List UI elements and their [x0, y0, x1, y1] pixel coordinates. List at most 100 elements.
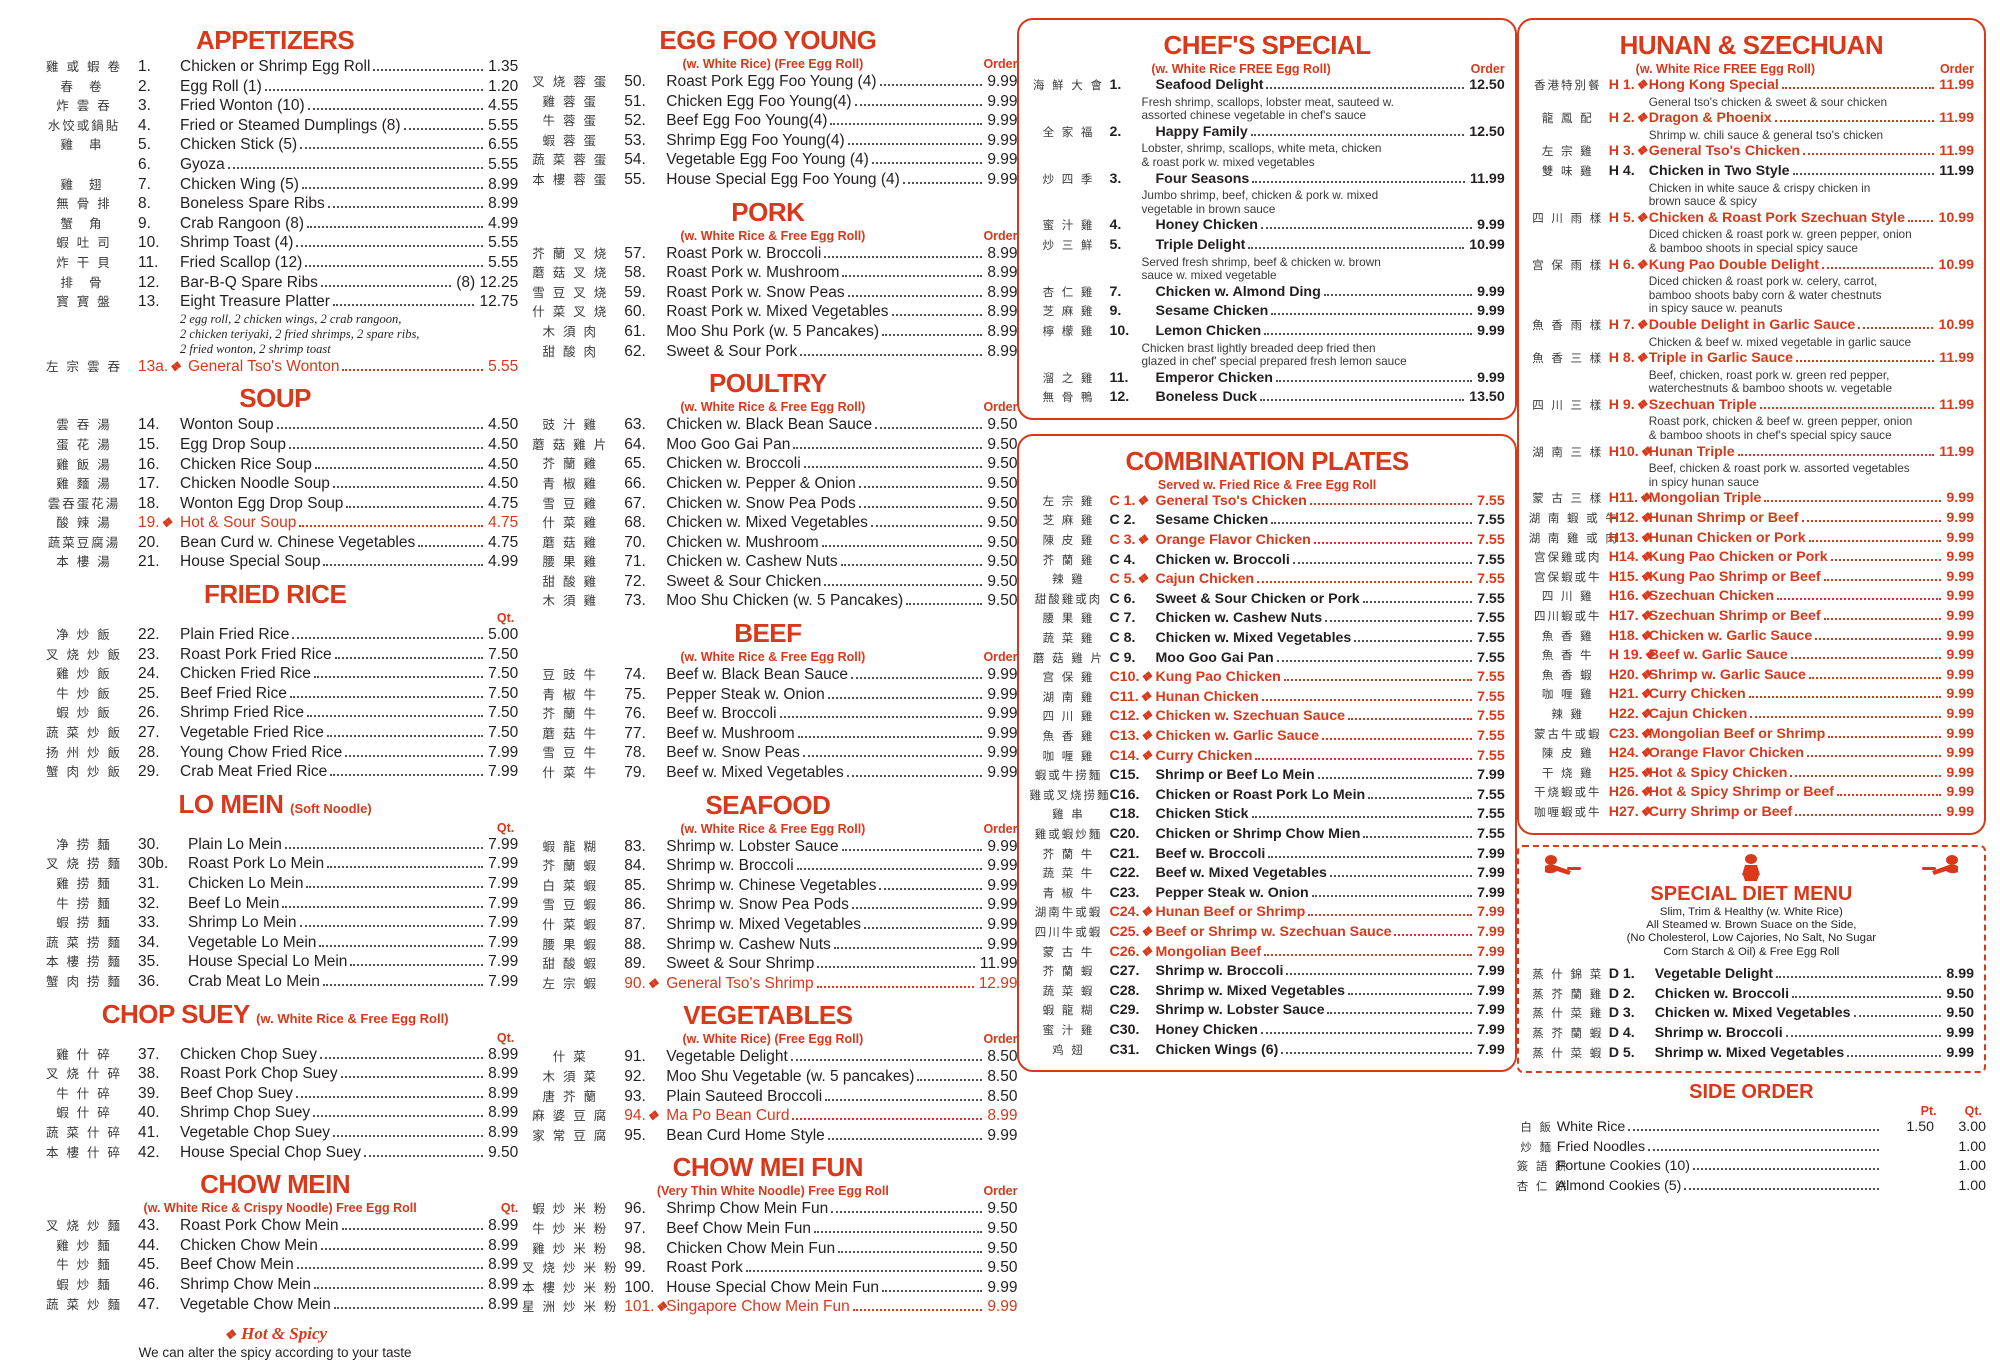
side-order-row[interactable]: 炒 麵 Fried Noodles 1.00: [1517, 1138, 1986, 1158]
menu-item-row[interactable]: 芥 蘭 雞 C 4. Chicken w. Broccoli 7.55: [1029, 551, 1505, 571]
menu-item-row[interactable]: 炸 雲 吞 3. Fried Wonton (10) 4.55: [32, 96, 518, 116]
menu-item-row[interactable]: 芥 蘭 牛 76. Beef w. Broccoli 9.99: [518, 704, 1018, 724]
menu-item-row[interactable]: 什 菜 牛 79. Beef w. Mixed Vegetables 9.99: [518, 763, 1018, 783]
menu-item-row[interactable]: 宫 保 雨 樣 H 6.❖ Kung Pao Double Delight 10.99: [1529, 256, 1974, 276]
menu-item-row[interactable]: 蘑 菇 雞 片 64. Moo Goo Gai Pan 9.50: [518, 435, 1017, 455]
menu-item-row[interactable]: 雞 飯 湯 16. Chicken Rice Soup 4.50: [32, 455, 518, 475]
menu-item-row[interactable]: 什 菜 叉 烧 60. Roast Pork w. Mixed Vegetables…: [518, 302, 1017, 322]
menu-item-row[interactable]: 雞 串 5. Chicken Stick (5) 6.55: [32, 135, 519, 155]
menu-item-row[interactable]: 家 常 豆 腐 95. Bean Curd Home Style 9.99: [518, 1126, 1017, 1146]
menu-item-row[interactable]: 本 樓 什 碎 42. House Special Chop Suey 9.50: [32, 1143, 518, 1163]
menu-item-row[interactable]: 咖喱蝦或牛 H27.❖ Curry Shrimp or Beef 9.99: [1529, 803, 1974, 823]
menu-item-row[interactable]: 蟹 角 9. Crab Rangoon (8) 4.99: [32, 214, 519, 234]
menu-item-row[interactable]: 無 骨 排 8. Boneless Spare Ribs 8.99: [32, 194, 518, 214]
menu-item-row[interactable]: 豉 汁 雞 63. Chicken w. Black Bean Sauce 9.50: [518, 415, 1018, 435]
menu-item-row[interactable]: 甜 酸 肉 62. Sweet & Sour Pork 8.99: [518, 342, 1018, 362]
menu-item-row[interactable]: 蟹 肉 炒 飯 29. Crab Meat Fried Rice 7.99: [32, 762, 518, 782]
menu-item-row[interactable]: 蘑 菇 雞 70. Chicken w. Mushroom 9.50: [518, 533, 1018, 553]
menu-item-row[interactable]: 魚 香 蝦 H20.❖ Shrimp w. Garlic Sauce 9.99: [1529, 666, 1974, 686]
menu-item-row[interactable]: 扬 州 炒 飯 28. Young Chow Fried Rice 7.99: [32, 743, 518, 763]
menu-item-row[interactable]: 無 骨 鴨 12. Boneless Duck 13.50: [1029, 388, 1505, 408]
side-order-row[interactable]: 杏 仁 餅 Almond Cookies (5) 1.00: [1517, 1177, 1986, 1197]
menu-item-row[interactable]: 咖 喱 雞 C14.❖ Curry Chicken 7.55: [1029, 747, 1505, 767]
menu-item-row[interactable]: 白 菜 蝦 85. Shrimp w. Chinese Vegetables 9.99: [518, 876, 1018, 896]
menu-item-row[interactable]: 四川蝦或牛 H17.❖ Szechuan Shrimp or Beef 9.99: [1529, 607, 1974, 627]
menu-item-row[interactable]: 什 菜 蝦 87. Shrimp w. Mixed Vegetables 9.99: [518, 915, 1018, 935]
menu-item-row[interactable]: 麻 婆 豆 腐 94.❖ Ma Po Bean Curd 8.99: [518, 1106, 1017, 1126]
menu-item-row[interactable]: 蘑 菇 牛 77. Beef w. Mushroom 9.99: [518, 724, 1018, 744]
menu-item-row[interactable]: 蜜 汁 雞 C30. Honey Chicken 7.99: [1029, 1021, 1505, 1041]
menu-item-row[interactable]: 本 樓 捞 麵 35. House Special Lo Mein 7.99: [32, 952, 518, 972]
menu-item-row[interactable]: 寳 寳 盤 13. Eight Treasure Platter 12.75: [32, 292, 518, 312]
menu-item-row[interactable]: 叉 烧 炒 米 粉 99. Roast Pork 9.50: [518, 1258, 1017, 1278]
menu-item-row[interactable]: 雞 翅 7. Chicken Wing (5) 8.99: [32, 175, 519, 195]
menu-item-row[interactable]: 豆 豉 牛 74. Beef w. Black Bean Sauce 9.99: [518, 665, 1018, 685]
menu-item-row[interactable]: 湖 南 三 樣 H10.❖ Hunan Triple 11.99: [1529, 443, 1974, 463]
menu-item-row[interactable]: 水饺或鍋貼 4. Fried or Steamed Dumplings (8) 5.5…: [32, 116, 519, 136]
menu-item-row[interactable]: 炒 三 鮮 5. Triple Delight 10.99: [1029, 236, 1505, 256]
menu-item-row[interactable]: 杏 仁 雞 7. Chicken w. Almond Ding 9.99: [1029, 283, 1505, 303]
menu-item-row[interactable]: 檸 檬 雞 10. Lemon Chicken 9.99: [1029, 322, 1505, 342]
menu-item-row[interactable]: 芥 蘭 叉 烧 57. Roast Pork w. Broccoli 8.99: [518, 244, 1017, 264]
menu-item-row[interactable]: 湖 南 雞 或 肉 H13.❖ Hunan Chicken or Pork 9.99: [1529, 529, 1974, 549]
menu-item-row[interactable]: 雞 蓉 蛋 51. Chicken Egg Foo Young(4) 9.99: [518, 92, 1018, 112]
menu-item-row[interactable]: 宫保雞或肉 H14.❖ Kung Pao Chicken or Pork 9.99: [1529, 548, 1974, 568]
menu-item-row[interactable]: 蒸 芥 蘭 蝦 D 4. Shrimp w. Broccoli 9.99: [1529, 1024, 1974, 1044]
menu-item-row[interactable]: 宫保蝦或牛 H15.❖ Kung Pao Shrimp or Beef 9.99: [1529, 568, 1974, 588]
menu-item-row[interactable]: 蔬 菜 蝦 C28. Shrimp w. Mixed Vegetables 7.99: [1029, 982, 1505, 1002]
menu-item-row[interactable]: 芥 蘭 牛 C21. Beef w. Broccoli 7.99: [1029, 845, 1505, 865]
menu-item-row[interactable]: 雞 什 碎 37. Chicken Chop Suey 8.99: [32, 1045, 518, 1065]
menu-item-row[interactable]: 雞 捞 麵 31. Chicken Lo Mein 7.99: [32, 874, 518, 894]
menu-item-row[interactable]: 蔬 菜 雞 C 8. Chicken w. Mixed Vegetables 7.55: [1029, 629, 1505, 649]
menu-item-row[interactable]: 辣 雞 H22.❖ Cajun Chicken 9.99: [1529, 705, 1974, 725]
menu-item-row[interactable]: 蝦 龍 糊 C29. Shrimp w. Lobster Sauce 7.99: [1029, 1001, 1505, 1021]
menu-item-row[interactable]: 甜 酸 蝦 89. Sweet & Sour Shrimp 11.99: [518, 954, 1018, 974]
menu-item-row[interactable]: 蝦 捞 麵 33. Shrimp Lo Mein 7.99: [32, 913, 518, 933]
menu-item-row[interactable]: 雞 麵 湯 17. Chicken Noodle Soup 4.50: [32, 474, 518, 494]
menu-item-row[interactable]: 蝦 吐 司 10. Shrimp Toast (4) 5.55: [32, 233, 518, 253]
menu-item-row[interactable]: 青 椒 牛 75. Pepper Steak w. Onion 9.99: [518, 685, 1018, 705]
menu-item-row[interactable]: 雙 味 雞 H 4. Chicken in Two Style 11.99: [1529, 162, 1974, 182]
menu-item-row[interactable]: 蔬 菜 炒 麵 47. Vegetable Chow Mein 8.99: [32, 1295, 518, 1315]
menu-item-row[interactable]: 甜 酸 雞 72. Sweet & Sour Chicken 9.50: [518, 572, 1018, 592]
menu-item-row[interactable]: 陳 皮 雞 H24.❖ Orange Flavor Chicken 9.99: [1529, 744, 1974, 764]
menu-item-row[interactable]: 牛 蓉 蛋 52. Beef Egg Foo Young(4) 9.99: [518, 111, 1018, 131]
menu-item-row[interactable]: 6. Gyoza 5.55: [32, 155, 518, 175]
menu-item-row[interactable]: 辣 雞 C 5.❖ Cajun Chicken 7.55: [1029, 570, 1505, 590]
menu-item-row[interactable]: 蒸 芥 蘭 雞 D 2. Chicken w. Broccoli 9.50: [1529, 985, 1974, 1005]
menu-item-row[interactable]: 魚 香 雞 C13.❖ Chicken w. Garlic Sauce 7.55: [1029, 727, 1505, 747]
menu-item-row[interactable]: 叉 烧 什 碎 38. Roast Pork Chop Suey 8.99: [32, 1064, 518, 1084]
menu-item-row[interactable]: 魚 香 雨 樣 H 7.❖ Double Delight in Garlic Sau…: [1529, 316, 1974, 336]
menu-item-row[interactable]: 四 川 雨 樣 H 5.❖ Chicken & Roast Pork Szechua…: [1529, 209, 1974, 229]
menu-item-row[interactable]: 蒙 古 牛 C26.❖ Mongolian Beef 7.99: [1029, 943, 1505, 963]
menu-item-row[interactable]: 蜜 汁 雞 4. Honey Chicken 9.99: [1029, 216, 1505, 236]
menu-item-row[interactable]: 蝦 蓉 蛋 53. Shrimp Egg Foo Young(4) 9.99: [518, 131, 1018, 151]
menu-item-row[interactable]: 蘑 菇 雞 片 C 9. Moo Goo Gai Pan 7.55: [1029, 649, 1505, 669]
menu-item-row[interactable]: 湖 南 雞 C11.❖ Hunan Chicken 7.55: [1029, 688, 1505, 708]
menu-item-row[interactable]: 蔬 菜 什 碎 41. Vegetable Chop Suey 8.99: [32, 1123, 518, 1143]
menu-item-row[interactable]: 雞 炒 飯 24. Chicken Fried Rice 7.50: [32, 664, 518, 684]
menu-item-row[interactable]: 蝦 什 碎 40. Shrimp Chop Suey 8.99: [32, 1103, 518, 1123]
menu-item-row[interactable]: 腰 果 蝦 88. Shrimp w. Cashew Nuts 9.99: [518, 935, 1018, 955]
menu-item-row[interactable]: 四 川 雞 H16.❖ Szechuan Chicken 9.99: [1529, 587, 1974, 607]
menu-item-row[interactable]: 蔬 菜 牛 C22. Beef w. Mixed Vegetables 7.99: [1029, 864, 1505, 884]
menu-item-row[interactable]: 本 樓 炒 米 粉 100. House Special Chow Mein Fun…: [518, 1278, 1017, 1298]
menu-item-row[interactable]: 陳 皮 雞 C 3.❖ Orange Flavor Chicken 7.55: [1029, 531, 1505, 551]
menu-item-row[interactable]: 雲吞蛋花湯 18. Wonton Egg Drop Soup 4.75: [32, 494, 519, 514]
menu-item-row[interactable]: 蔬菜豆腐湯 20. Bean Curd w. Chinese Vegetables 4…: [32, 533, 519, 553]
menu-item-row[interactable]: 蒸 什 錦 菜 D 1. Vegetable Delight 8.99: [1529, 965, 1974, 985]
menu-item-row[interactable]: 四 川 三 樣 H 9.❖ Szechuan Triple 11.99: [1529, 396, 1974, 416]
menu-item-row[interactable]: 炒 四 季 3. Four Seasons 11.99: [1029, 170, 1505, 190]
menu-item-row[interactable]: 叉 烧 炒 麵 43. Roast Pork Chow Mein 8.99: [32, 1216, 518, 1236]
menu-item-row[interactable]: 雞或蝦炒麵 C20. Chicken or Shrimp Chow Mien 7.55: [1029, 825, 1505, 845]
menu-item-row[interactable]: 芥 蘭 雞 65. Chicken w. Broccoli 9.50: [518, 454, 1018, 474]
menu-item-row[interactable]: 腰 果 雞 C 7. Chicken w. Cashew Nuts 7.55: [1029, 609, 1505, 629]
menu-item-row[interactable]: 排 骨 12. Bar-B-Q Spare Ribs (8) 12.25: [32, 273, 519, 293]
menu-item-row[interactable]: 海 鮮 大 會 1. Seafood Delight 12.50: [1029, 76, 1505, 96]
menu-item-row[interactable]: 左 宗 雲 吞 13a.❖ General Tso's Wonton 5.55: [32, 357, 518, 377]
menu-item-row[interactable]: 蝦 炒 飯 26. Shrimp Fried Rice 7.50: [32, 703, 518, 723]
menu-item-row[interactable]: 叉 烧 蓉 蛋 50. Roast Pork Egg Foo Young (4) 9.…: [518, 72, 1017, 92]
menu-item-row[interactable]: 四 川 雞 C12.❖ Chicken w. Szechuan Sauce 7.55: [1029, 707, 1505, 727]
menu-item-row[interactable]: 左 宗 雞 H 3.❖ General Tso's Chicken 11.99: [1529, 142, 1974, 162]
menu-item-row[interactable]: 牛 炒 米 粉 97. Beef Chow Mein Fun 9.50: [518, 1219, 1017, 1239]
